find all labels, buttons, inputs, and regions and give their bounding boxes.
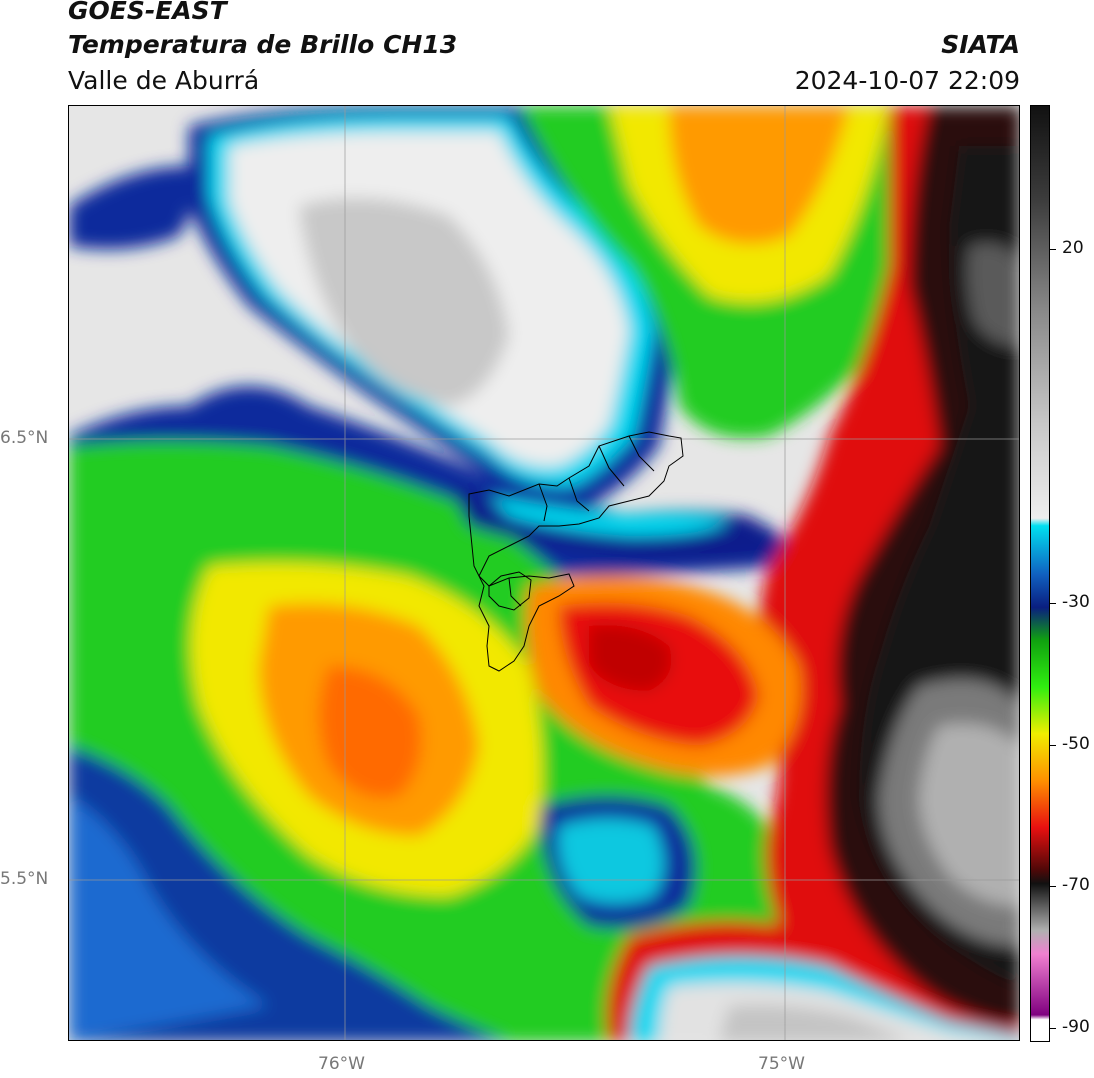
colorbar-label: -70 xyxy=(1062,875,1090,895)
boundary-outline xyxy=(468,431,684,672)
colorbar-label: 20 xyxy=(1062,238,1084,258)
lat-label-5-5n: 5.5°N xyxy=(0,869,49,889)
colorbar-tick xyxy=(1050,1028,1056,1029)
colorbar-label: -30 xyxy=(1062,592,1090,612)
colorbar-gradient xyxy=(1031,106,1049,1041)
colorbar-tick xyxy=(1050,886,1056,887)
agency-label: SIATA xyxy=(941,30,1020,59)
product-title: Temperatura de Brillo CH13 xyxy=(68,30,458,59)
brightness-temperature-map[interactable] xyxy=(68,105,1020,1041)
temperature-field xyxy=(69,106,1019,1040)
colorbar-label: -50 xyxy=(1062,734,1090,754)
satellite-title: GOES-EAST xyxy=(68,0,227,25)
graticule xyxy=(69,106,1019,1040)
colorbar-tick xyxy=(1050,603,1056,604)
colorbar-label: -90 xyxy=(1062,1017,1090,1037)
lon-label-75w: 75°W xyxy=(758,1054,805,1074)
boundary-municipality-1 xyxy=(488,571,532,611)
colorbar xyxy=(1030,105,1050,1042)
map-canvas xyxy=(69,106,1019,1040)
colorbar-tick xyxy=(1050,745,1056,746)
lat-label-6-5n: 6.5°N xyxy=(0,428,49,448)
region-label: Valle de Aburrá xyxy=(68,66,260,95)
boundary-municipality-2 xyxy=(508,577,522,607)
boundary-municipality-4 xyxy=(568,477,590,512)
colorbar-tick xyxy=(1050,249,1056,250)
boundary-municipality-6 xyxy=(628,435,655,472)
municipality-boundaries xyxy=(468,431,684,672)
boundary-municipality-5 xyxy=(598,445,625,487)
timestamp-label: 2024-10-07 22:09 xyxy=(794,66,1020,95)
lon-label-76w: 76°W xyxy=(318,1054,365,1074)
boundary-municipality-3 xyxy=(538,483,548,522)
